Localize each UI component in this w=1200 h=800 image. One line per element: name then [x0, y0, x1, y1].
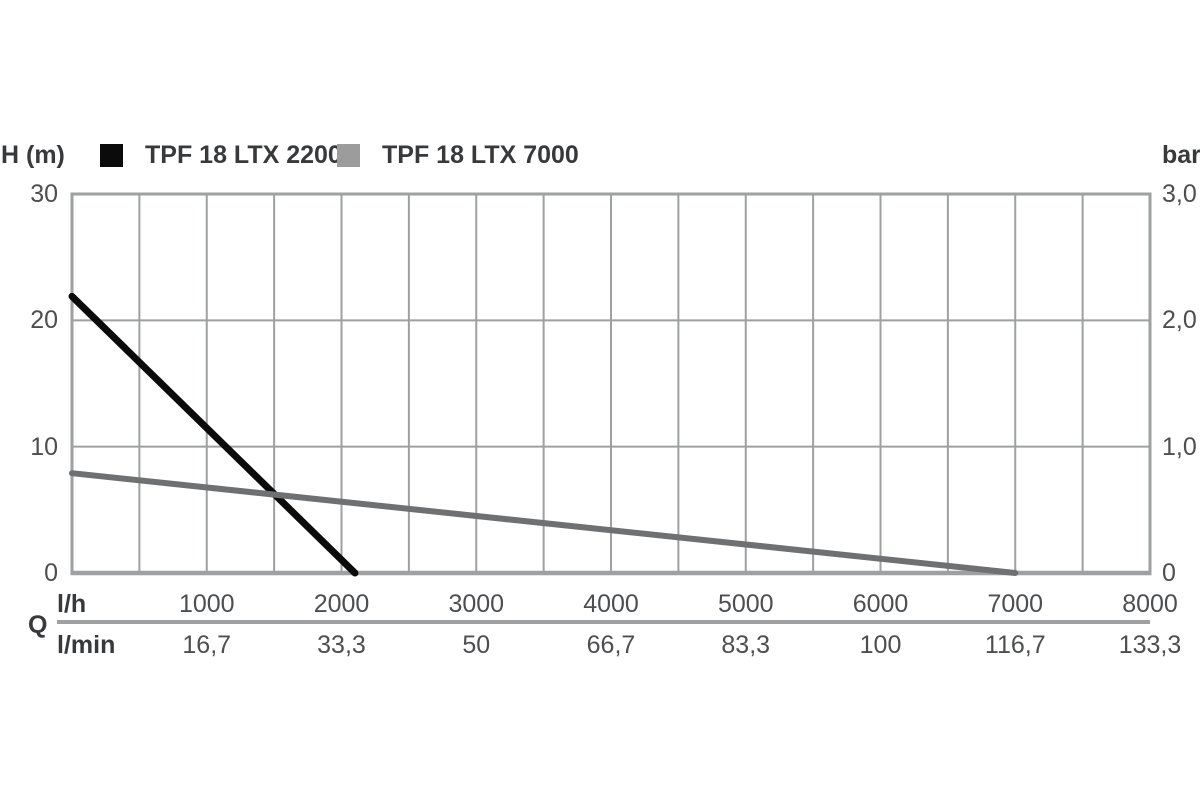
x-lh-tick-1000: 1000 — [178, 590, 235, 618]
x-lmin-tick-116,7: 116,7 — [984, 631, 1046, 659]
x-lh-tick-4000: 4000 — [583, 590, 639, 618]
x-lh-tick-8000: 8000 — [1122, 590, 1178, 618]
x-lmin-tick-133,3: 133,3 — [1118, 631, 1182, 659]
x-axis-unit-lh: l/h — [57, 590, 87, 618]
x-lh-tick-7000: 7000 — [987, 590, 1044, 618]
x-lh-tick-2000: 2000 — [313, 590, 370, 618]
x-lmin-tick-100: 100 — [859, 631, 902, 659]
y-left-tick-0: 0 — [44, 559, 58, 587]
x-lmin-tick-83,3: 83,3 — [721, 631, 771, 659]
legend-label-tpf-18-ltx-7000: TPF 18 LTX 7000 — [382, 141, 579, 169]
y-axis-right-title: bar — [1162, 141, 1200, 169]
y-right-tick-1,0: 1,0 — [1162, 432, 1197, 461]
x-lmin-tick-16,7: 16,7 — [182, 631, 232, 659]
y-axis-left-title: H (m) — [1, 141, 65, 169]
y-right-tick-0: 0 — [1162, 559, 1176, 587]
x-axis-flow-label: Q — [28, 611, 48, 639]
x-lmin-tick-33,3: 33,3 — [317, 631, 366, 659]
legend-swatch-tpf-18-ltx-7000 — [337, 144, 360, 167]
legend-swatch-tpf-18-ltx-2200 — [100, 144, 123, 167]
x-lmin-tick-50: 50 — [462, 631, 491, 659]
curve-tpf-18-ltx-7000 — [69, 470, 1019, 576]
plot-area — [68, 192, 1152, 577]
y-left-tick-30: 30 — [30, 180, 58, 208]
y-right-tick-2,0: 2,0 — [1162, 306, 1197, 335]
x-axis-unit-lmin: l/min — [57, 631, 116, 659]
x-lh-tick-5000: 5000 — [717, 590, 774, 618]
x-axis-rows-divider — [57, 620, 1150, 624]
x-lh-tick-6000: 6000 — [852, 590, 909, 618]
legend-label-tpf-18-ltx-2200: TPF 18 LTX 2200 — [145, 141, 342, 169]
y-left-tick-20: 20 — [30, 306, 58, 335]
x-lmin-tick-66,7: 66,7 — [586, 631, 636, 659]
x-lh-tick-3000: 3000 — [448, 590, 505, 618]
curve-tpf-18-ltx-2200 — [68, 292, 359, 577]
y-left-tick-10: 10 — [30, 432, 58, 461]
y-right-tick-3,0: 3,0 — [1162, 180, 1197, 208]
